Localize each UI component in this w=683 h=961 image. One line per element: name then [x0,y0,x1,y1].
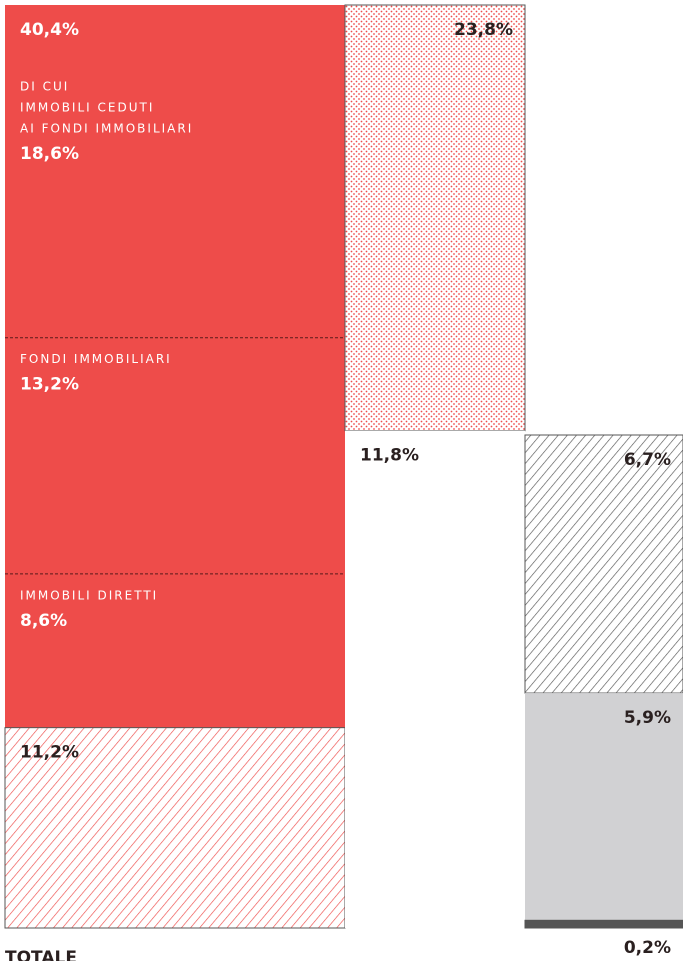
block [5,5,345,728]
block [524,919,683,929]
part-value: 18,6% [20,144,79,164]
value-label: 23,8% [454,20,513,40]
block [344,4,526,432]
block [524,434,683,694]
part-name: FONDI IMMOBILIARI [20,352,172,366]
block [4,727,346,929]
block [525,693,683,921]
part-name: IMMOBILI CEDUTI [20,101,154,115]
block [345,430,525,928]
value-label: 11,8% [360,446,419,466]
part-value: 13,2% [20,375,79,395]
part-name: IMMOBILI DIRETTI [20,588,158,602]
value-label: 11,2% [20,743,79,763]
footer: TOTALE [5,948,77,961]
value-label: 40,4% [20,20,79,40]
part-value: 8,6% [20,611,67,631]
value-label: 0,2% [624,938,671,958]
value-label: 5,9% [624,708,671,728]
value-label: 6,7% [624,450,671,470]
part-name: DI CUI [20,80,69,94]
part-name: AI FONDI IMMOBILIARI [20,122,193,136]
